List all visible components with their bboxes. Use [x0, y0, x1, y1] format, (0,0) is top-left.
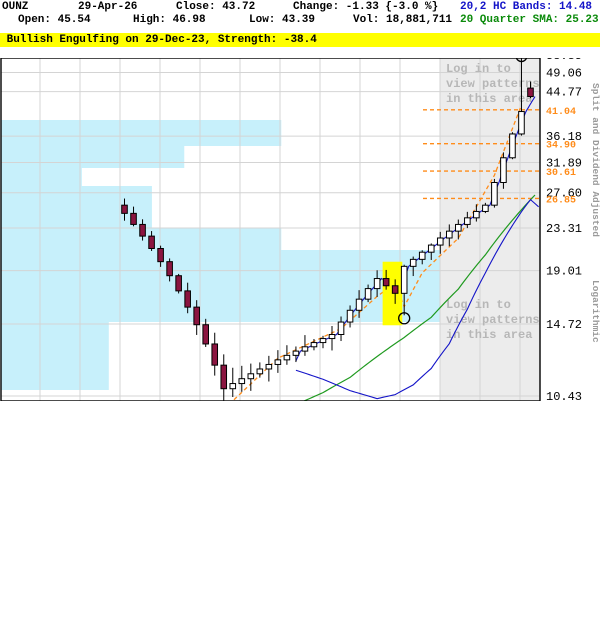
svg-text:view patterns: view patterns — [446, 313, 540, 327]
svg-text:Logarithmic: Logarithmic — [590, 280, 600, 343]
svg-text:in this area: in this area — [446, 92, 532, 106]
svg-text:30.61: 30.61 — [546, 168, 576, 179]
svg-text:26.85: 26.85 — [546, 195, 576, 206]
svg-text:44.77: 44.77 — [546, 86, 582, 100]
svg-text:23.31: 23.31 — [546, 222, 582, 236]
svg-text:34.90: 34.90 — [546, 141, 576, 152]
svg-text:in this area: in this area — [446, 328, 532, 342]
svg-text:Split and Dividend Adjusted: Split and Dividend Adjusted — [590, 83, 600, 237]
svg-text:19.01: 19.01 — [546, 265, 582, 279]
svg-text:10.43: 10.43 — [546, 390, 582, 401]
svg-text:53.35: 53.35 — [546, 58, 582, 63]
svg-text:14.72: 14.72 — [546, 318, 582, 332]
svg-text:41.04: 41.04 — [546, 107, 576, 118]
svg-text:49.06: 49.06 — [546, 67, 582, 81]
svg-text:Log in to: Log in to — [446, 62, 511, 76]
svg-text:Log in to: Log in to — [446, 298, 511, 312]
svg-text:view patterns: view patterns — [446, 77, 540, 91]
